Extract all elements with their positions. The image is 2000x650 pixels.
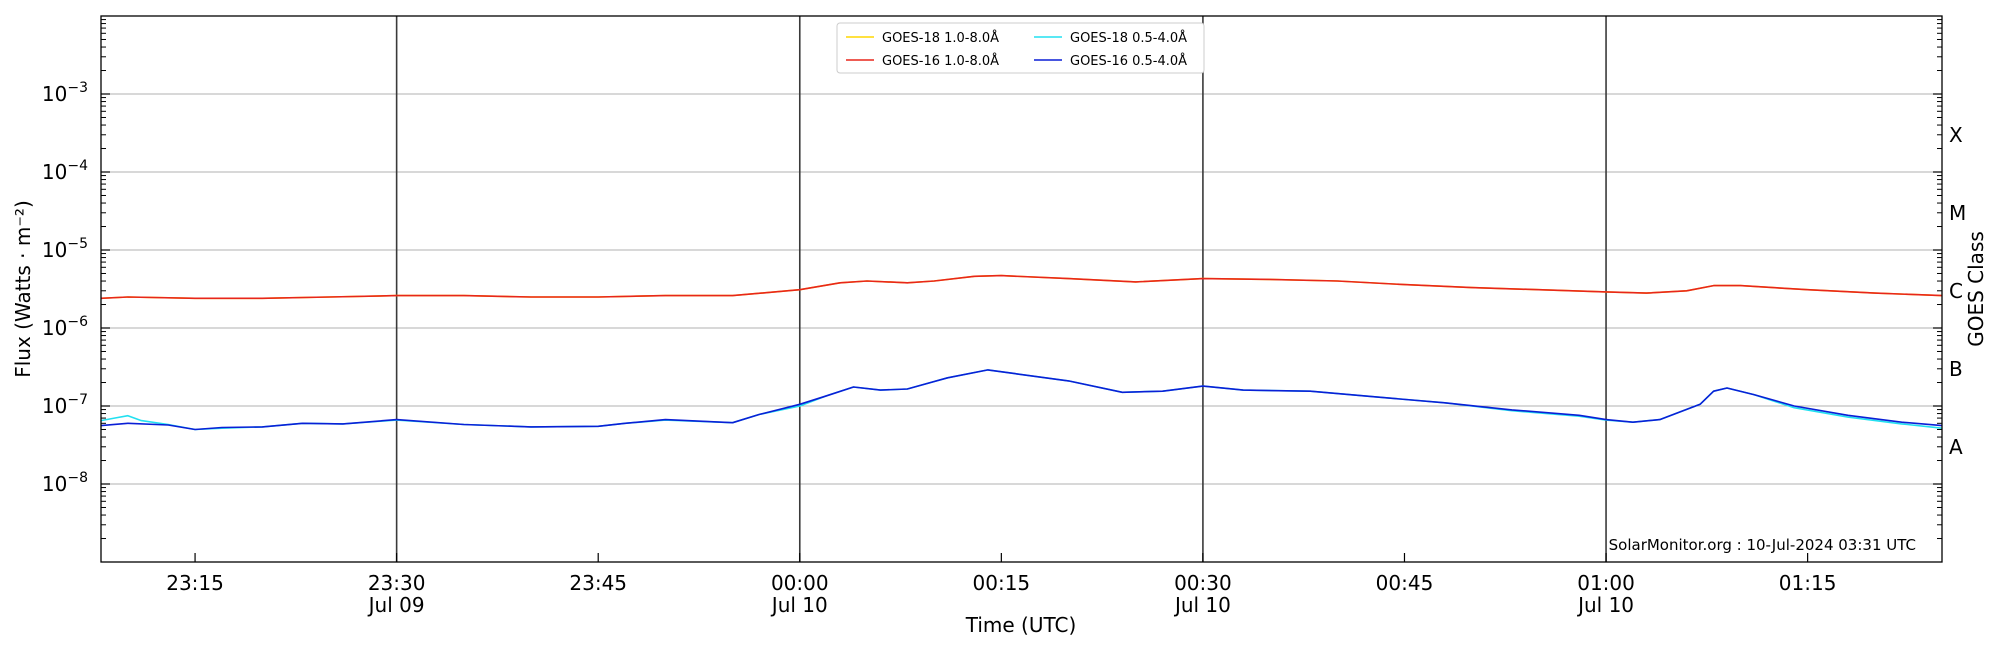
x-tick-label: 00:15 <box>973 571 1031 595</box>
x-tick-label: 01:00 <box>1577 571 1635 595</box>
legend-label: GOES-16 0.5-4.0Å <box>1070 53 1187 69</box>
x-tick-label: 23:15 <box>166 571 224 595</box>
x-tick-label: 00:45 <box>1376 571 1434 595</box>
y-tick-label: 10−6 <box>42 314 88 340</box>
credit-text: SolarMonitor.org : 10-Jul-2024 03:31 UTC <box>1609 536 1916 554</box>
x-tick-date-label: Jul 09 <box>367 593 425 617</box>
series-layer <box>100 274 1943 431</box>
goes-class-b: B <box>1949 357 1963 381</box>
legend-label: GOES-16 1.0-8.0Å <box>882 53 999 69</box>
x-tick-date-label: Jul 10 <box>770 593 828 617</box>
y-tick-label: 10−4 <box>42 158 88 184</box>
legend-box <box>836 22 1205 74</box>
x-tick-label: 00:00 <box>771 571 829 595</box>
y-tick-label: 10−8 <box>42 470 88 496</box>
series-line-goes-16-1-0-8-0- <box>100 274 1943 300</box>
y-axis-title: Flux (Watts · m⁻²) <box>11 200 35 378</box>
day-boundary-lines <box>395 16 1607 562</box>
legend: GOES-18 1.0-8.0Å GOES-16 1.0-8.0Å GOES-18 … <box>836 22 1205 74</box>
plot-frame <box>100 15 1943 563</box>
goes-class-labels: A B C M X <box>1949 123 1966 459</box>
y2-axis-title: GOES Class <box>1964 231 1988 347</box>
legend-label: GOES-18 1.0-8.0Å <box>882 30 999 46</box>
legend-items: GOES-18 1.0-8.0Å GOES-16 1.0-8.0Å GOES-18 … <box>846 30 1187 69</box>
x-tick-date-label: Jul 10 <box>1576 593 1634 617</box>
x-tick-label: 00:30 <box>1174 571 1232 595</box>
x-tick-label: 01:15 <box>1779 571 1837 595</box>
grid-layer <box>101 93 1942 485</box>
goes-class-m: M <box>1949 201 1966 225</box>
x-tick-date-label: Jul 10 <box>1173 593 1231 617</box>
y-tick-label: 10−7 <box>42 392 88 418</box>
x-tick-label: 23:30 <box>368 571 426 595</box>
goes-class-x: X <box>1949 123 1963 147</box>
series-line-goes-16-0-5-4-0- <box>100 369 1943 431</box>
goes-class-c: C <box>1949 279 1963 303</box>
legend-label: GOES-18 0.5-4.0Å <box>1070 30 1187 46</box>
x-axis-title: Time (UTC) <box>965 613 1077 637</box>
y-tick-label: 10−5 <box>42 236 88 262</box>
y-tick-label: 10−3 <box>42 80 88 106</box>
goes-class-a: A <box>1949 435 1963 459</box>
x-tick-label: 23:45 <box>569 571 627 595</box>
